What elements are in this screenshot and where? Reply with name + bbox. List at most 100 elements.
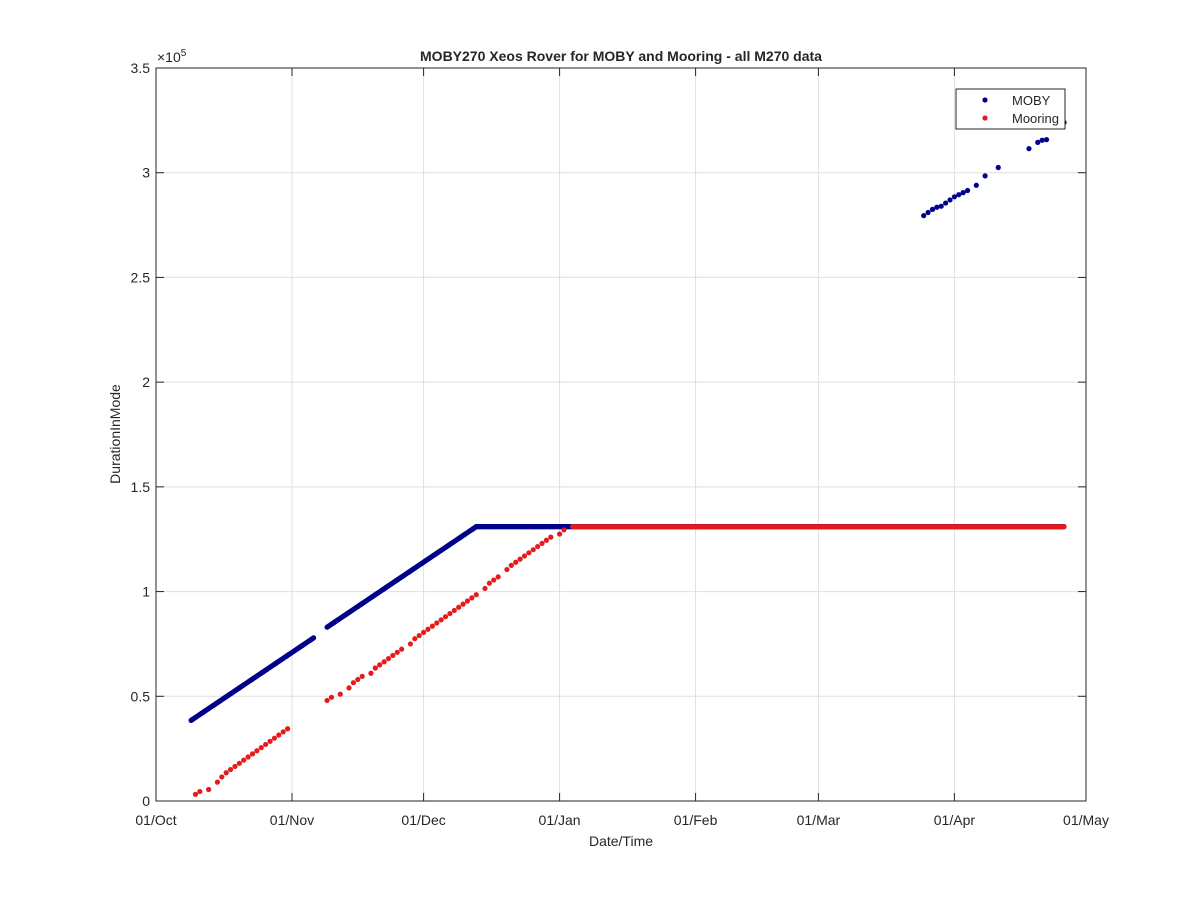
chart-title: MOBY270 Xeos Rover for MOBY and Mooring …: [420, 48, 822, 64]
moby-point: [956, 192, 962, 198]
mooring-point: [416, 632, 422, 639]
mooring-point: [381, 659, 387, 665]
mooring-point: [241, 757, 247, 763]
x-tick-label: 01/Dec: [401, 812, 445, 828]
mooring-point: [285, 726, 291, 732]
y-exponent-label: ×105: [157, 48, 187, 65]
x-tick-label: 01/Nov: [270, 812, 314, 828]
mooring-point: [460, 601, 466, 607]
y-tick-label: 0: [142, 793, 150, 809]
legend-label-mooring: Mooring: [1012, 111, 1059, 126]
y-tick-label: 0.5: [131, 688, 151, 704]
y-axis-label: DurationInMode: [107, 384, 123, 484]
mooring-point: [227, 766, 234, 773]
mooring-point: [214, 779, 221, 785]
mooring-point: [495, 574, 501, 580]
moby-point: [973, 182, 979, 188]
mooring-point: [263, 741, 269, 748]
mooring-point: [254, 748, 260, 754]
legend: MOBY Mooring: [955, 88, 1066, 130]
moby-point: [1039, 137, 1045, 143]
plot-area: [155, 67, 1087, 802]
mooring-point: [517, 556, 523, 562]
mooring-point: [355, 676, 361, 683]
mooring-point: [556, 531, 563, 537]
mooring-point: [219, 774, 225, 780]
mooring-point: [258, 745, 264, 751]
mooring-point: [425, 626, 431, 632]
x-axis-label: Date/Time: [589, 833, 653, 849]
mooring-point: [236, 760, 242, 766]
mooring-point: [271, 735, 278, 741]
moby-point: [960, 190, 966, 196]
mooring-point: [456, 604, 462, 610]
mooring-point: [530, 547, 536, 553]
mooring-point: [276, 732, 282, 738]
grid: [156, 68, 1086, 801]
x-tick-label: 01/Apr: [934, 812, 976, 828]
moby-point: [1026, 146, 1032, 152]
y-exponent-base: ×10: [157, 49, 181, 65]
mooring-point: [429, 623, 435, 629]
legend-marker-mooring: [982, 115, 988, 121]
mooring-marker: [1061, 524, 1067, 530]
data-markers: [188, 119, 1067, 797]
y-exponent-power: 5: [181, 48, 187, 59]
moby-point: [938, 203, 944, 209]
mooring-point: [420, 629, 427, 636]
legend-box: [955, 88, 1066, 130]
mooring-point: [447, 610, 453, 617]
y-tick-label: 1.5: [131, 479, 151, 495]
moby-point: [929, 206, 936, 212]
mooring-point: [280, 729, 286, 735]
mooring-point: [412, 636, 418, 642]
mooring-point: [206, 786, 212, 793]
moby-point: [995, 164, 1001, 171]
mooring-point: [526, 550, 532, 556]
mooring-point: [548, 534, 554, 540]
moby-point: [921, 213, 927, 219]
x-tick-label: 01/Oct: [135, 812, 176, 828]
mooring-point: [399, 646, 405, 652]
mooring-point: [521, 553, 528, 559]
moby-point: [964, 187, 971, 194]
mooring-point: [508, 562, 514, 568]
mooring-point: [543, 537, 550, 543]
legend-label-moby: MOBY: [1012, 93, 1051, 108]
moby-point: [934, 204, 940, 210]
mooring-point: [407, 641, 414, 647]
mooring-point: [377, 662, 383, 668]
mooring-point: [328, 694, 335, 700]
x-tick-label: 01/Feb: [674, 812, 718, 828]
y-tick-label: 1: [142, 584, 150, 600]
x-tick-label: 01/Jan: [539, 812, 581, 828]
legend-marker-moby: [982, 97, 988, 103]
mooring-point: [486, 580, 492, 586]
moby-point: [943, 200, 949, 206]
mooring-point: [451, 607, 457, 614]
mooring-point: [372, 665, 378, 671]
axis-ticks: 01/Oct 01/Nov 01/Dec 01/Jan 01/Feb 01/Mar 01/A…: [131, 60, 1109, 828]
mooring-point: [232, 763, 238, 770]
mooring-point: [337, 691, 343, 697]
mooring-point: [438, 617, 444, 623]
mooring-point: [442, 614, 449, 620]
mooring-point: [192, 791, 199, 797]
x-tick-label: 01/May: [1063, 812, 1109, 828]
mooring-point: [359, 673, 365, 679]
mooring-point: [197, 788, 203, 795]
mooring-point: [491, 577, 497, 583]
mooring-point: [464, 598, 471, 604]
moby-point: [947, 197, 953, 203]
mooring-point: [249, 751, 256, 757]
moby-marker: [310, 635, 317, 641]
mooring-point: [350, 680, 357, 686]
mooring-point: [267, 738, 273, 744]
mooring-point: [535, 543, 541, 550]
x-tick-label: 01/Mar: [797, 812, 841, 828]
y-tick-label: 2: [142, 374, 150, 390]
y-tick-label: 3.5: [131, 60, 151, 76]
mooring-point: [469, 595, 475, 601]
